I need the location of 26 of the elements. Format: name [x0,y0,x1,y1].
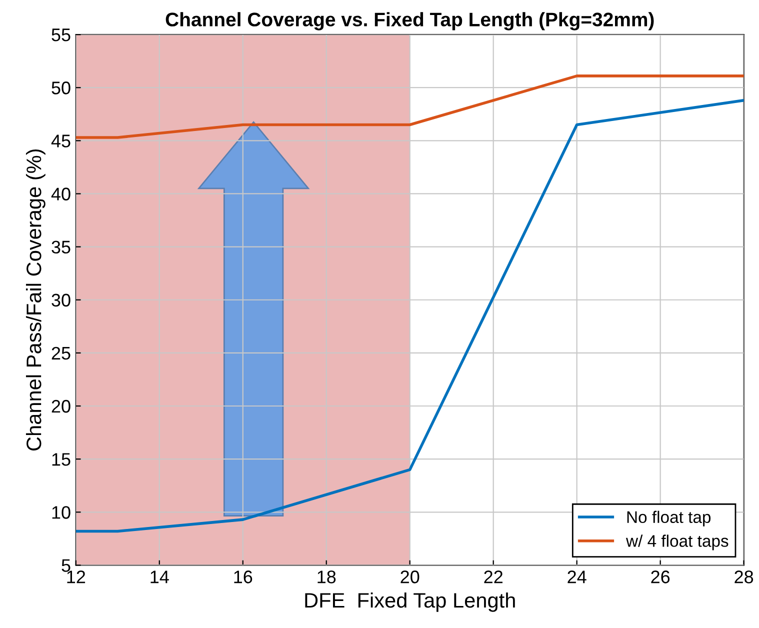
y-tick-label: 20 [52,400,70,413]
y-tick-label: 45 [51,134,70,148]
x-tick-label: 16 [234,570,252,584]
x-tick-label: 20 [400,570,420,584]
y-tick-label: 35 [52,240,70,254]
x-tick-label: 26 [651,570,670,584]
x-tick-label: 24 [568,570,586,584]
y-tick-label: 25 [52,346,70,360]
y-tick-label: 15 [52,453,70,466]
x-axis-title: DFE Fixed Tap Length [305,592,515,612]
y-tick-label: 10 [52,506,70,519]
x-tick-label: 22 [484,570,502,584]
y-tick-label: 5 [62,559,70,572]
y-tick-label: 40 [51,188,70,200]
x-tick-label: 28 [734,570,754,584]
x-tick-label: 18 [318,570,336,584]
x-tick-label: 12 [67,570,86,584]
x-tick-label: 14 [150,570,169,584]
y-axis-title: Channel Pass/Fail Coverage (%) [26,149,46,450]
y-tick-label: 50 [52,82,70,94]
legend-label: No float tap [627,510,711,526]
y-tick-label: 30 [52,294,70,307]
line-series [76,98,744,533]
y-tick-label: 55 [52,28,70,42]
legend-label: w/ 4 float taps [626,534,728,550]
chart-title: Channel Coverage vs. Fixed Tap Length (Pkg=32mm) [166,12,654,30]
